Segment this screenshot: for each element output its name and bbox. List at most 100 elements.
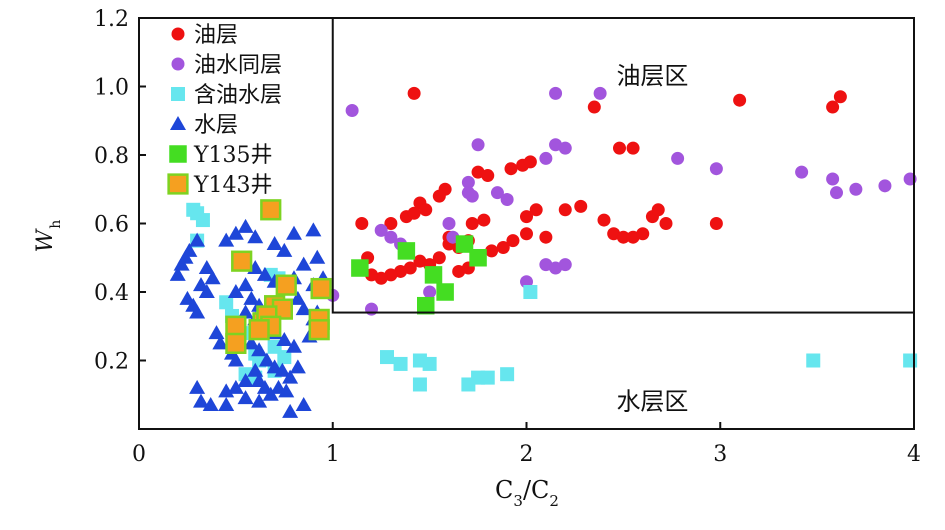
y-tick-label: 1.2 <box>94 7 129 32</box>
data-point <box>878 179 892 193</box>
data-point <box>500 367 515 382</box>
data-point <box>709 217 723 230</box>
data-point <box>380 350 394 365</box>
data-point <box>237 373 254 388</box>
x-tick-label: 1 <box>326 442 340 467</box>
data-point <box>520 227 533 241</box>
data-point <box>558 258 572 272</box>
y-tick-label: 0.8 <box>94 144 129 169</box>
data-point <box>309 249 326 264</box>
data-point <box>461 175 475 189</box>
data-point <box>258 352 275 367</box>
data-point <box>659 217 673 230</box>
data-point <box>465 217 479 230</box>
data-point <box>830 186 843 200</box>
data-point <box>506 234 520 248</box>
legend-marker <box>167 173 189 195</box>
data-point <box>282 369 299 384</box>
x-tick-label: 0 <box>132 442 146 467</box>
data-point <box>651 203 665 217</box>
data-point <box>251 342 268 357</box>
data-point <box>397 242 416 260</box>
data-point <box>260 199 282 221</box>
legend-marker <box>171 27 185 41</box>
data-point <box>198 284 215 298</box>
data-point <box>225 332 247 354</box>
legend-label: 水层 <box>194 113 238 138</box>
legend-marker <box>170 116 186 130</box>
data-point <box>636 227 650 241</box>
data-point <box>671 151 685 165</box>
data-point <box>295 301 312 316</box>
data-point <box>826 172 840 186</box>
data-point <box>189 379 206 394</box>
series-5 <box>351 235 487 315</box>
data-point <box>455 235 474 253</box>
data-point <box>407 206 421 220</box>
legend-label: 油层 <box>194 23 238 48</box>
data-point <box>597 213 611 227</box>
data-point <box>282 403 299 418</box>
data-point <box>504 162 518 176</box>
data-point <box>295 397 312 412</box>
data-point <box>407 86 421 100</box>
data-point <box>520 275 533 289</box>
data-point <box>529 203 543 217</box>
data-point <box>218 397 235 412</box>
data-point <box>218 232 235 247</box>
axis-ticks: 0 1 2 3 4 0.2 0.4 0.6 0.8 1.0 1.2 <box>94 7 921 467</box>
data-point <box>587 100 601 114</box>
data-point <box>733 93 747 107</box>
data-point <box>574 199 588 213</box>
data-point <box>231 250 253 272</box>
y-tick-label: 0.6 <box>94 213 129 238</box>
data-point <box>806 353 821 368</box>
series-1 <box>355 86 847 285</box>
data-point <box>198 260 215 275</box>
data-point <box>558 141 572 155</box>
legend-label: 油水同层 <box>194 53 282 78</box>
x-axis-title: C3/C2 <box>495 476 559 510</box>
data-point <box>277 350 292 365</box>
legend-marker <box>171 87 185 101</box>
data-point <box>481 169 495 183</box>
data-point <box>243 290 260 305</box>
data-point <box>413 254 427 268</box>
data-point <box>345 103 359 117</box>
data-point <box>523 155 537 169</box>
data-point <box>237 218 254 233</box>
data-point <box>243 335 260 350</box>
data-point <box>558 203 572 217</box>
data-point <box>204 270 221 285</box>
data-point <box>903 353 918 368</box>
data-point <box>412 377 427 392</box>
data-point <box>626 141 640 155</box>
data-point <box>237 304 254 319</box>
data-point <box>195 213 210 228</box>
legend-label: 含油水层 <box>194 83 282 108</box>
data-point <box>393 356 408 371</box>
data-point <box>274 362 291 377</box>
data-point <box>485 244 499 258</box>
data-point <box>523 285 538 299</box>
oil-zone-label: 油层区 <box>616 62 688 90</box>
data-point <box>549 86 563 100</box>
data-point <box>278 383 295 398</box>
data-point <box>227 284 244 298</box>
series-4 <box>169 218 332 418</box>
data-point <box>276 331 293 346</box>
data-point <box>795 165 809 179</box>
data-point <box>539 151 553 165</box>
data-point <box>465 189 479 203</box>
data-point <box>289 359 306 374</box>
data-point <box>266 236 283 251</box>
data-point <box>432 251 446 265</box>
data-point <box>355 217 369 230</box>
y-axis-title: Wh <box>33 220 64 253</box>
data-point <box>849 182 863 196</box>
data-point <box>202 397 219 412</box>
data-point <box>256 266 273 281</box>
x-tick-label: 4 <box>907 442 921 467</box>
data-point <box>308 319 330 341</box>
data-point <box>490 186 504 200</box>
